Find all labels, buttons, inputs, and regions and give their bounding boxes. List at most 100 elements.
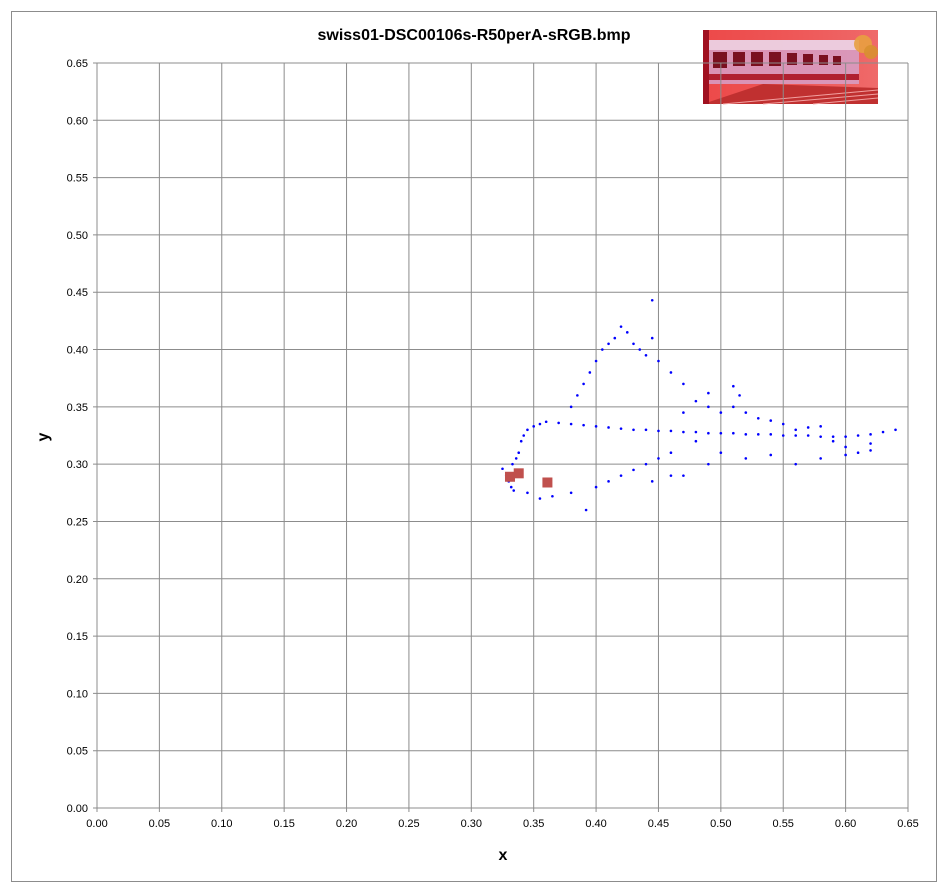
train-photo-thumbnail <box>703 30 879 105</box>
scatter-point <box>794 434 798 437</box>
scatter-point <box>744 457 748 460</box>
scatter-point <box>594 485 598 489</box>
scatter-point <box>594 425 598 428</box>
scatter-point <box>732 384 735 388</box>
scatter-point <box>526 428 529 432</box>
scatter-point <box>619 474 623 477</box>
scatter-point <box>707 405 710 409</box>
scatter-point <box>512 489 516 492</box>
scatter-point <box>582 423 585 427</box>
scatter-point <box>694 399 698 403</box>
scatter-point <box>657 457 660 460</box>
y-axis-label: y <box>35 432 52 441</box>
scatter-point <box>682 411 685 414</box>
scatter-point <box>869 449 872 452</box>
scatter-point <box>707 391 710 395</box>
scatter-point <box>569 405 573 409</box>
scatter-point <box>819 435 822 438</box>
y-tick-label: 0.55 <box>67 173 88 185</box>
x-tick-label: 0.10 <box>211 818 232 830</box>
scatter-point <box>501 467 504 471</box>
scatter-point <box>517 451 521 454</box>
scatter-point <box>744 411 748 414</box>
scatter-point <box>744 433 748 436</box>
scatter-point <box>511 462 514 466</box>
y-tick-label: 0.00 <box>67 803 88 815</box>
scatter-point <box>657 359 660 363</box>
scatter-point <box>682 382 685 386</box>
scatter-point <box>682 474 685 477</box>
scatter-point <box>538 422 542 426</box>
x-tick-label: 0.55 <box>773 818 794 830</box>
scatter-point <box>844 453 847 457</box>
x-tick-label: 0.45 <box>648 818 669 830</box>
scatter-point <box>650 480 654 483</box>
y-tick-label: 0.50 <box>67 230 88 242</box>
y-tick-label: 0.25 <box>67 516 88 528</box>
scatter-point <box>650 298 654 302</box>
scatter-point <box>719 431 723 435</box>
scatter-point <box>732 405 735 409</box>
y-tick-label: 0.10 <box>67 688 88 700</box>
scatter-point <box>669 371 673 374</box>
scatter-point <box>732 431 735 435</box>
x-tick-label: 0.30 <box>461 818 482 830</box>
x-tick-label: 0.05 <box>149 818 170 830</box>
x-tick-label: 0.25 <box>398 818 419 830</box>
x-tick-label: 0.20 <box>336 818 357 830</box>
scatter-point <box>519 439 523 443</box>
scatter-point <box>844 435 847 438</box>
scatter-point <box>514 457 518 460</box>
scatter-point <box>532 425 535 428</box>
scatter-point <box>632 468 635 472</box>
y-tick-label: 0.65 <box>67 58 88 70</box>
y-tick-label: 0.60 <box>67 115 88 127</box>
x-tick-label: 0.40 <box>585 818 606 830</box>
scatter-point <box>588 371 592 374</box>
x-tick-label: 0.35 <box>523 818 544 830</box>
scatter-point <box>819 425 822 428</box>
scatter-point <box>707 431 710 435</box>
y-tick-label: 0.30 <box>67 459 88 471</box>
y-tick-label: 0.15 <box>67 631 88 643</box>
scatter-point <box>607 426 610 429</box>
scatter-point <box>669 474 673 477</box>
scatter-point <box>869 433 872 436</box>
x-tick-label: 0.00 <box>86 818 107 830</box>
y-tick-label: 0.45 <box>67 287 88 299</box>
scatter-point <box>601 348 604 351</box>
scatter-point <box>619 325 623 328</box>
scatter-point <box>707 462 710 466</box>
y-tick-label: 0.35 <box>67 402 88 414</box>
scatter-point <box>638 348 642 351</box>
x-tick-label: 0.65 <box>897 818 918 830</box>
scatter-point <box>719 451 723 454</box>
scatter-point <box>881 430 885 434</box>
scatter-point <box>632 428 635 432</box>
scatter-point <box>607 342 610 346</box>
scatter-point <box>576 394 579 397</box>
scatter-point <box>584 508 588 512</box>
scatter-point <box>894 428 897 432</box>
scatter-point <box>538 497 542 500</box>
scatter-point <box>769 433 773 436</box>
scatter-point <box>844 445 847 449</box>
highlight-point <box>542 477 553 488</box>
scatter-point <box>719 411 723 414</box>
scatter-point <box>856 451 860 454</box>
scatter-point <box>819 457 822 460</box>
y-tick-label: 0.20 <box>67 574 88 586</box>
scatter-point <box>869 442 872 445</box>
scatter-point <box>607 480 610 483</box>
scatter-point <box>682 430 685 434</box>
chart-area: swiss01-DSC00106s-R50perA-sRGB.bmp <box>11 11 937 882</box>
highlight-point <box>513 468 524 479</box>
y-tick-label: 0.05 <box>67 746 88 758</box>
scatter-point <box>569 422 573 426</box>
x-tick-label: 0.50 <box>710 818 731 830</box>
scatter-point <box>594 359 598 363</box>
scatter-point <box>509 485 513 489</box>
scatter-point <box>769 453 773 457</box>
scatter-point <box>794 428 798 432</box>
scatter-point <box>619 427 623 430</box>
